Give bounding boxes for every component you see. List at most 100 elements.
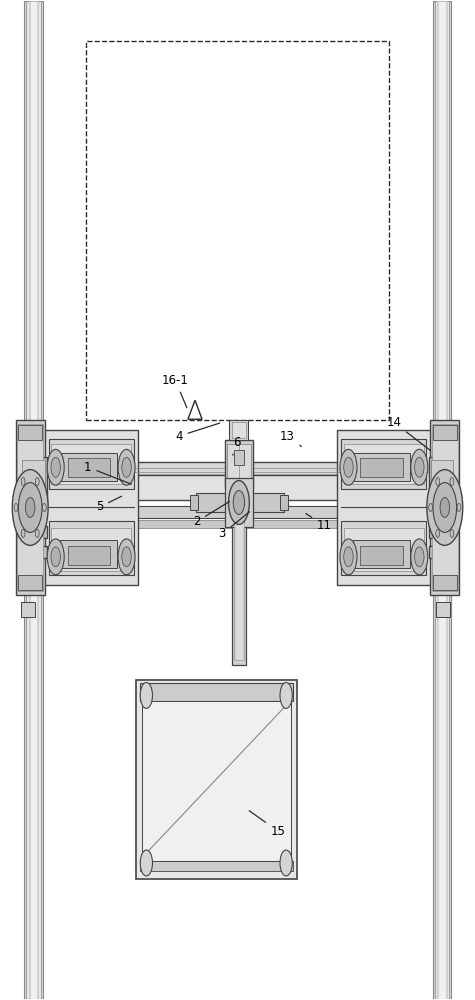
Bar bbox=[44, 506, 431, 518]
Bar bbox=[136, 680, 296, 879]
Text: 16-1: 16-1 bbox=[162, 374, 189, 408]
Circle shape bbox=[450, 529, 454, 537]
Bar bbox=[44, 520, 431, 528]
Bar bbox=[227, 444, 251, 484]
Bar bbox=[20, 546, 47, 558]
Circle shape bbox=[51, 547, 60, 567]
Circle shape bbox=[19, 483, 42, 532]
Text: 11: 11 bbox=[306, 514, 332, 532]
Circle shape bbox=[436, 478, 439, 486]
Circle shape bbox=[21, 529, 25, 537]
Bar bbox=[344, 444, 424, 484]
Bar bbox=[48, 521, 133, 575]
Circle shape bbox=[140, 682, 152, 708]
Bar bbox=[436, 602, 450, 617]
Circle shape bbox=[340, 449, 357, 485]
Polygon shape bbox=[188, 400, 202, 419]
Circle shape bbox=[233, 491, 245, 514]
Bar bbox=[18, 424, 43, 591]
Bar bbox=[225, 478, 253, 527]
Text: 1: 1 bbox=[84, 461, 131, 484]
Bar bbox=[232, 422, 246, 438]
Bar bbox=[342, 521, 427, 575]
Bar bbox=[234, 450, 244, 465]
Circle shape bbox=[440, 498, 449, 517]
Text: 5: 5 bbox=[96, 496, 122, 513]
Circle shape bbox=[411, 449, 428, 485]
Circle shape bbox=[122, 547, 131, 567]
Bar bbox=[29, 1, 38, 999]
Text: 4: 4 bbox=[175, 423, 220, 443]
Bar bbox=[229, 420, 248, 440]
Bar bbox=[342, 439, 427, 489]
Bar bbox=[433, 425, 457, 440]
Circle shape bbox=[415, 547, 424, 567]
Bar bbox=[437, 1, 446, 999]
Circle shape bbox=[280, 682, 292, 708]
Bar bbox=[432, 424, 457, 591]
Bar bbox=[67, 546, 110, 565]
Bar bbox=[353, 453, 410, 481]
Text: 6: 6 bbox=[233, 436, 240, 455]
Text: 2: 2 bbox=[193, 501, 229, 528]
Bar bbox=[360, 546, 403, 565]
Bar bbox=[280, 495, 287, 510]
Bar bbox=[429, 526, 455, 538]
Circle shape bbox=[429, 503, 433, 511]
Circle shape bbox=[280, 850, 292, 876]
Circle shape bbox=[433, 483, 456, 532]
Bar bbox=[60, 453, 117, 481]
Bar bbox=[431, 460, 453, 502]
Bar bbox=[225, 440, 253, 488]
Bar bbox=[22, 460, 45, 502]
Bar bbox=[44, 475, 431, 500]
Circle shape bbox=[51, 457, 60, 477]
Bar bbox=[18, 425, 42, 440]
Circle shape bbox=[340, 539, 357, 575]
Bar bbox=[60, 540, 117, 568]
Circle shape bbox=[118, 539, 135, 575]
Bar bbox=[353, 540, 410, 568]
Circle shape bbox=[26, 498, 35, 517]
Bar bbox=[86, 41, 389, 420]
Bar bbox=[44, 462, 431, 475]
Circle shape bbox=[411, 539, 428, 575]
Circle shape bbox=[36, 529, 39, 537]
Bar bbox=[51, 528, 131, 571]
Bar bbox=[67, 458, 110, 477]
Circle shape bbox=[12, 470, 48, 545]
Bar bbox=[337, 430, 431, 585]
Text: 14: 14 bbox=[386, 416, 430, 450]
Bar bbox=[234, 502, 244, 660]
Bar bbox=[433, 575, 457, 590]
Bar bbox=[21, 602, 36, 617]
Circle shape bbox=[42, 503, 46, 511]
Bar bbox=[140, 683, 293, 701]
Circle shape bbox=[140, 850, 152, 876]
Bar bbox=[27, 1, 40, 999]
Bar bbox=[24, 1, 43, 999]
Circle shape bbox=[47, 449, 64, 485]
Circle shape bbox=[344, 457, 353, 477]
Bar bbox=[44, 430, 138, 585]
Text: 15: 15 bbox=[249, 811, 285, 838]
Bar bbox=[360, 458, 403, 477]
Bar bbox=[142, 701, 291, 861]
Bar bbox=[429, 546, 455, 558]
Circle shape bbox=[457, 503, 461, 511]
Bar bbox=[435, 1, 449, 999]
Bar bbox=[16, 420, 45, 595]
Circle shape bbox=[427, 470, 463, 545]
Bar bbox=[344, 528, 424, 571]
Bar bbox=[433, 1, 451, 999]
Circle shape bbox=[122, 457, 131, 477]
Bar bbox=[18, 575, 42, 590]
Circle shape bbox=[14, 503, 18, 511]
Bar bbox=[429, 457, 455, 505]
Circle shape bbox=[36, 478, 39, 486]
Text: 13: 13 bbox=[280, 430, 301, 446]
Bar bbox=[430, 420, 459, 595]
Bar bbox=[232, 498, 246, 665]
Bar bbox=[48, 439, 133, 489]
Bar bbox=[51, 444, 131, 484]
